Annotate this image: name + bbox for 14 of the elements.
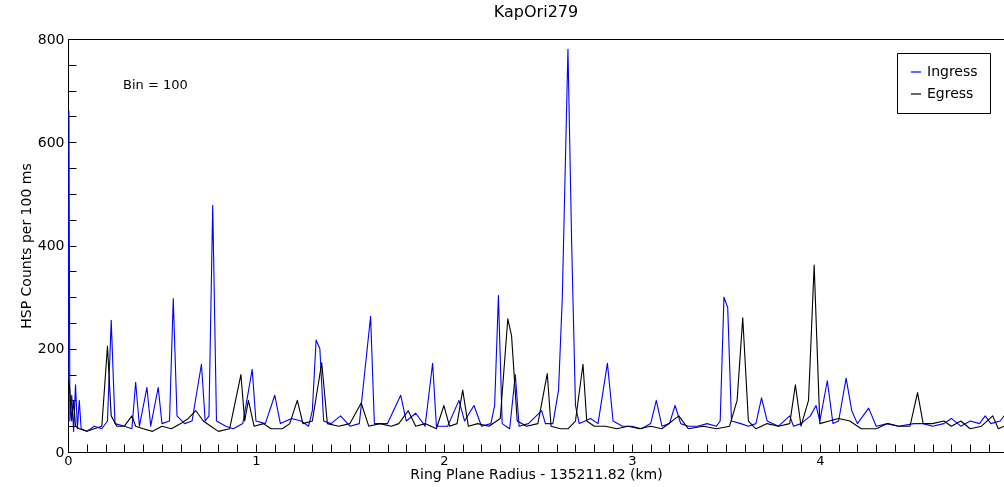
y-axis-title: HSP Counts per 100 ms: [17, 163, 34, 329]
x-tick-label: 1: [252, 452, 261, 468]
y-tick-label: 800: [37, 30, 65, 47]
y-tick-label: 400: [37, 237, 65, 253]
annotation: Bin = 100: [123, 77, 188, 92]
x-tick-label: 2: [440, 452, 449, 468]
legend-label: Ingress: [927, 63, 978, 79]
x-axis-title: Ring Plane Radius - 135211.82 (km): [410, 465, 663, 482]
chart-title: KapOri279: [493, 2, 579, 21]
y-tick-label: 200: [37, 340, 65, 357]
x-tick-label: 4: [816, 452, 825, 468]
y-tick-label: 600: [37, 133, 65, 150]
legend-label: Egress: [927, 85, 974, 101]
x-tick-label: 3: [628, 452, 637, 468]
